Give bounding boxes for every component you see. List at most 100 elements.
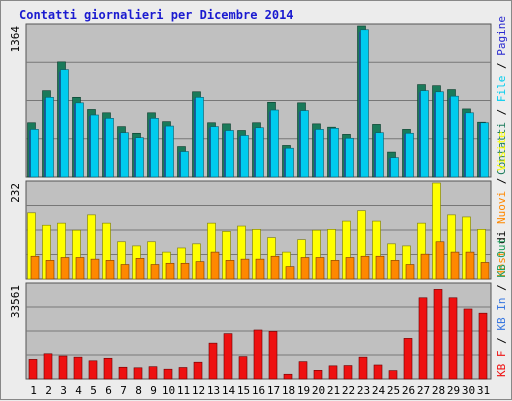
legend-entry: KB Out: [495, 238, 508, 278]
bar-kbf: [373, 364, 383, 380]
legend-entry: Nuovi: [495, 191, 508, 224]
y-max-label: 1364: [9, 26, 22, 53]
bar-host: [225, 260, 235, 280]
bar-kbf: [133, 367, 143, 380]
x-tick-label: 4: [75, 384, 82, 397]
bar-kbf: [433, 289, 443, 380]
bar-host: [375, 255, 385, 280]
x-tick-label: 13: [207, 384, 220, 397]
bar-kbf: [118, 366, 128, 380]
bar-kbf: [478, 312, 488, 380]
bar-host: [270, 255, 280, 280]
bar-file: [300, 110, 309, 178]
bar-kbf: [388, 370, 398, 380]
bar-file: [30, 129, 39, 178]
bar-host: [150, 264, 160, 280]
bar-host: [75, 257, 85, 280]
bar-host: [255, 258, 265, 280]
y-max-label: 33561: [9, 285, 22, 318]
bar-file: [450, 95, 459, 178]
bar-host: [345, 257, 355, 280]
bar-host: [330, 260, 340, 280]
bar-kbf: [463, 308, 473, 380]
bar-kbf: [193, 361, 203, 380]
bar-file: [315, 129, 324, 178]
bar-host: [390, 260, 400, 280]
bar-host: [165, 262, 175, 280]
bar-file: [120, 132, 129, 178]
bar-host: [465, 251, 475, 280]
x-tick-label: 31: [477, 384, 490, 397]
legend: Host di Nuovi / Visite: [495, 131, 508, 277]
x-tick-label: 18: [282, 384, 295, 397]
x-tick-label: 6: [105, 384, 112, 397]
x-tick-label: 9: [150, 384, 157, 397]
bar-file: [390, 157, 399, 178]
bar-kbf: [223, 333, 233, 380]
bar-kbf: [28, 359, 38, 380]
bar-file: [225, 130, 234, 178]
x-tick-label: 20: [312, 384, 325, 397]
legend-entry: /: [495, 102, 508, 122]
x-tick-label: 10: [162, 384, 175, 397]
bar-host: [300, 257, 310, 280]
bar-kbf: [103, 357, 113, 380]
bar-host: [240, 258, 250, 280]
bar-file: [405, 132, 414, 178]
bar-file: [75, 102, 84, 178]
bar-kbf: [343, 365, 353, 380]
bar-host: [105, 260, 115, 280]
bar-file: [435, 91, 444, 178]
bar-host: [360, 255, 370, 280]
x-tick-label: 29: [447, 384, 460, 397]
bar-file: [45, 96, 54, 178]
x-tick-label: 12: [192, 384, 205, 397]
legend-entry: File: [495, 76, 508, 103]
bar-host: [210, 251, 220, 280]
bar-host: [135, 258, 145, 280]
legend-entry: Visite: [495, 131, 508, 171]
x-tick-label: 14: [222, 384, 236, 397]
bar-host: [120, 264, 130, 280]
x-tick-label: 25: [387, 384, 400, 397]
legend-entry: di: [495, 224, 508, 251]
bar-kbf: [163, 368, 173, 380]
legend-entry: /: [495, 278, 508, 298]
bar-file: [135, 137, 144, 178]
bar-file: [360, 29, 369, 178]
bar-host: [45, 260, 55, 280]
chart-title: Contatti giornalieri per Dicembre 2014: [19, 8, 294, 22]
legend-entry: Pagine: [495, 16, 508, 56]
x-tick-label: 8: [135, 384, 142, 397]
bar-host: [90, 258, 100, 280]
bar-kbf: [238, 356, 248, 380]
bar-host: [30, 255, 40, 280]
bar-file: [240, 135, 249, 178]
bar-kbf: [298, 361, 308, 380]
x-tick-label: 23: [357, 384, 370, 397]
x-tick-label: 28: [432, 384, 445, 397]
legend-entry: /: [495, 331, 508, 351]
legend-entry: Host: [495, 251, 508, 278]
x-tick-label: 24: [372, 384, 386, 397]
y-max-label: 232: [9, 183, 22, 203]
x-tick-label: 5: [90, 384, 97, 397]
bar-kbf: [208, 342, 218, 380]
bar-host: [450, 251, 460, 280]
x-tick-label: 30: [462, 384, 475, 397]
bar-host: [435, 241, 445, 280]
legend-entry: KB F: [495, 351, 508, 378]
legend-entry: KB In: [495, 298, 508, 331]
legend-entry: Contatti: [495, 122, 508, 175]
x-tick-label: 3: [60, 384, 67, 397]
x-tick-label: 16: [252, 384, 265, 397]
bar-file: [195, 96, 204, 178]
bar-file: [345, 137, 354, 178]
bar-host: [195, 261, 205, 280]
bar-host: [420, 253, 430, 280]
bar-kbf: [43, 353, 53, 380]
bar-file: [90, 114, 99, 178]
x-tick-label: 1: [30, 384, 37, 397]
legend: KB F / KB In / KB Out: [495, 238, 508, 377]
